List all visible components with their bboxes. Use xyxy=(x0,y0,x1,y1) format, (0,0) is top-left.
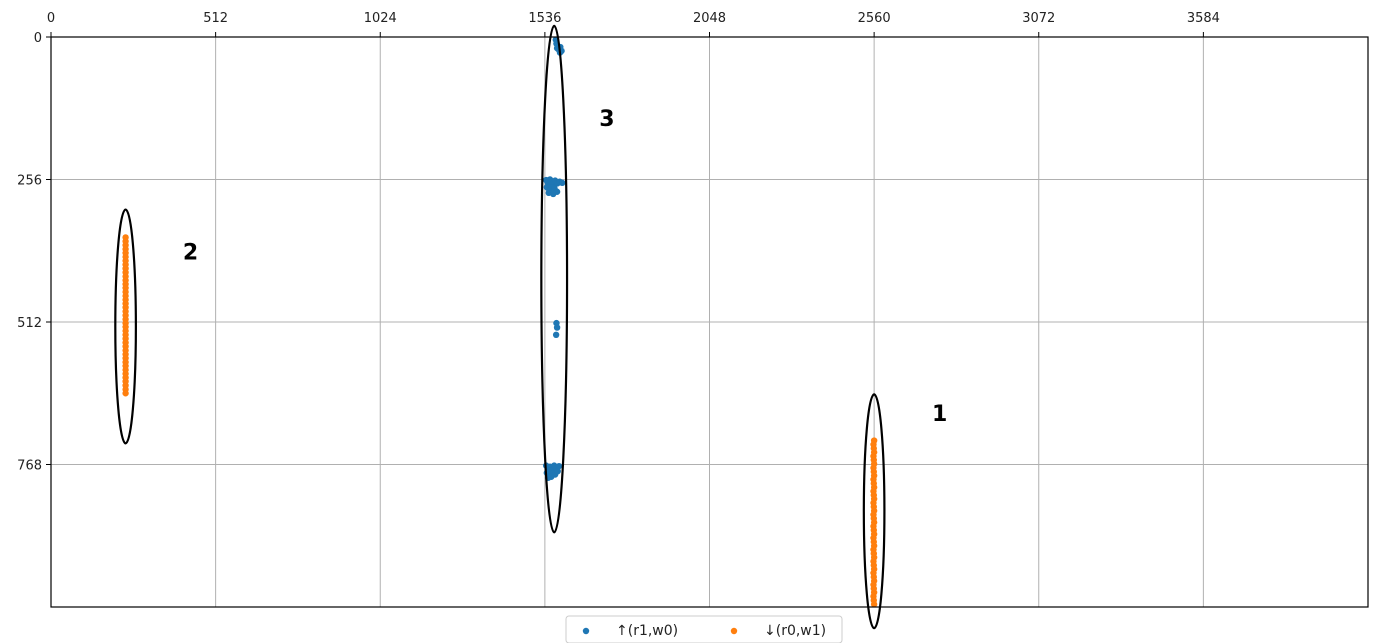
cluster-ellipse xyxy=(862,393,886,630)
data-point-r1w0 xyxy=(555,462,563,470)
data-point-r1w0 xyxy=(550,190,557,198)
legend-label: ↑(r1,w0) xyxy=(616,623,678,639)
grid-lines xyxy=(51,37,1368,607)
data-point-r1w0 xyxy=(554,467,561,475)
data-point-r0w1 xyxy=(870,601,878,608)
x-tick-label: 2048 xyxy=(693,11,726,26)
x-tick-label: 1536 xyxy=(528,11,561,26)
cluster-annotations: 1 2 3 xyxy=(183,107,947,427)
axis-ticks: 0 512 1024 1536 2048 2560 3072 3584 0 256 512 768 xyxy=(17,11,1220,474)
cluster-ellipse xyxy=(114,208,137,445)
cluster-ellipse xyxy=(540,24,569,534)
x-tick-label: 3072 xyxy=(1022,11,1055,26)
x-tick-label: 2560 xyxy=(858,11,891,26)
data-point-r0w1 xyxy=(122,390,129,397)
legend: ↑(r1,w0) ↓(r0,w1) xyxy=(565,615,843,643)
x-tick-label: 1024 xyxy=(364,11,397,26)
cluster-ellipses xyxy=(114,24,886,630)
cluster-label: 1 xyxy=(932,402,947,427)
y-tick-label: 512 xyxy=(17,316,42,331)
legend-box xyxy=(565,615,843,643)
cluster-label: 2 xyxy=(183,241,198,266)
data-point-r1w0 xyxy=(548,473,555,480)
data-point-r1w0 xyxy=(553,324,561,331)
x-tick-label: 0 xyxy=(47,11,55,26)
x-tick-label: 3584 xyxy=(1187,11,1220,26)
data-point-r1w0 xyxy=(552,331,560,339)
legend-marker xyxy=(730,627,738,635)
y-tick-label: 256 xyxy=(17,174,42,189)
data-point-r1w0 xyxy=(559,179,566,187)
y-tick-label: 0 xyxy=(34,31,42,46)
legend-marker xyxy=(582,627,590,635)
cluster-label: 3 xyxy=(599,107,614,132)
data-points xyxy=(122,36,878,608)
y-tick-label: 768 xyxy=(17,459,42,474)
plot-area-frame xyxy=(50,36,1369,608)
x-tick-label: 512 xyxy=(203,11,228,26)
legend-label: ↓(r0,w1) xyxy=(764,623,826,639)
